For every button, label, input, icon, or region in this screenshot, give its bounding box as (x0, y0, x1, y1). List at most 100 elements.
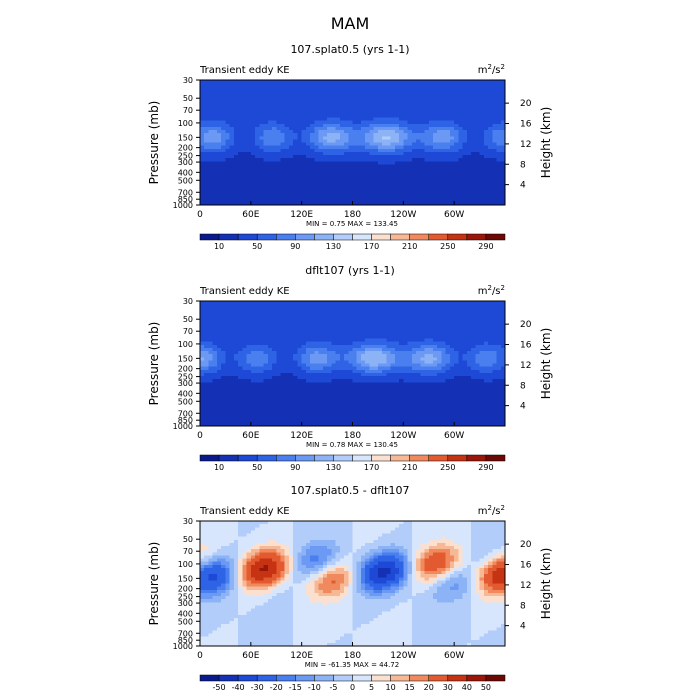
heatmap-cell (310, 95, 315, 100)
heatmap-cell (462, 192, 468, 197)
heatmap-cell (339, 170, 345, 175)
heatmap-cell (365, 313, 370, 318)
heatmap-cell (322, 111, 328, 115)
heatmap-cell (441, 136, 447, 140)
heatmap-cell (432, 195, 438, 200)
heatmap-cell (390, 195, 396, 200)
heatmap-cell (293, 186, 298, 190)
heatmap-cell (297, 310, 303, 314)
colorbar-swatch (295, 233, 315, 241)
heatmap-cell (246, 322, 252, 327)
heatmap-cell (310, 142, 315, 147)
heatmap-cell (242, 123, 247, 128)
heatmap-cell (229, 105, 235, 109)
heatmap-cell (420, 363, 425, 368)
heatmap-cell (297, 92, 303, 97)
heatmap-cell (293, 133, 298, 137)
heatmap-cell (212, 92, 218, 97)
heatmap-cell (272, 351, 277, 355)
heatmap-cell (382, 114, 387, 118)
heatmap-cell (437, 198, 442, 203)
heatmap-cell (437, 372, 442, 377)
heatmap-cell (284, 347, 290, 352)
heatmap-cell (352, 360, 358, 364)
heatmap-cell (432, 183, 438, 187)
heatmap-cell (365, 98, 370, 103)
heatmap-cell (441, 105, 447, 109)
heatmap-cell (216, 310, 222, 314)
heatmap-cell (216, 170, 222, 175)
heatmap-cell (233, 151, 239, 156)
heatmap-cell (212, 167, 218, 172)
heatmap-cell (394, 158, 400, 162)
heatmap-cell (344, 301, 349, 305)
heatmap-cell (246, 341, 252, 346)
heatmap-cell (280, 382, 286, 386)
heatmap-cell (437, 201, 442, 206)
heatmap-cell (344, 148, 349, 153)
heatmap-cell (293, 117, 298, 122)
heatmap-cell (394, 326, 400, 330)
heatmap-cell (263, 108, 269, 112)
heatmap-cell (335, 155, 341, 159)
heatmap-cell (225, 133, 231, 137)
heatmap-cell (204, 338, 209, 343)
heatmap-cell (420, 304, 425, 308)
heatmap-cell (382, 183, 387, 187)
heatmap-cell (229, 120, 235, 125)
heatmap-cell (280, 192, 286, 197)
heatmap-cell (284, 117, 290, 122)
heatmap-cell (496, 148, 502, 153)
heatmap-cell (208, 136, 214, 140)
heatmap-cell (344, 164, 349, 168)
heatmap-cell (255, 167, 260, 172)
heatmap-cell (229, 114, 235, 118)
heatmap-cell (449, 148, 455, 153)
heatmap-cell (293, 366, 298, 371)
heatmap-cell (216, 201, 222, 206)
heatmap-cell (293, 344, 298, 349)
heatmap-cell (441, 139, 447, 143)
heatmap-cell (356, 98, 362, 103)
heatmap-cell (348, 158, 353, 162)
heatmap-cell (445, 326, 451, 330)
heatmap-cell (344, 304, 349, 308)
heatmap-cell (424, 126, 430, 131)
heatmap-cell (208, 95, 214, 100)
heatmap-cell (284, 123, 290, 128)
heatmap-cell (331, 161, 336, 165)
heatmap-cell (390, 83, 396, 87)
heatmap-cell (428, 310, 434, 314)
heatmap-cell (331, 307, 336, 311)
heatmap-cell (263, 136, 269, 140)
heatmap-cell (496, 357, 502, 361)
panel-title: dflt107 (yrs 1-1) (305, 264, 395, 277)
heatmap-cell (500, 357, 506, 361)
heatmap-cell (225, 83, 231, 87)
heatmap-cell (454, 130, 459, 134)
heatmap-cell (382, 123, 387, 128)
heatmap-cell (259, 347, 264, 352)
heatmap-cell (428, 117, 434, 122)
heatmap-cell (411, 126, 417, 131)
heatmap-cell (466, 176, 472, 181)
heatmap-cell (496, 301, 502, 305)
heatmap-cell (318, 307, 324, 311)
heatmap-cell (221, 189, 226, 193)
heatmap-cell (322, 382, 328, 386)
heatmap-cell (348, 101, 353, 106)
heatmap-cell (352, 83, 358, 87)
heatmap-cell (432, 385, 438, 389)
heatmap-cell (250, 80, 256, 84)
heatmap-cell (360, 195, 366, 200)
heatmap-cell (492, 108, 497, 112)
heatmap-cell (259, 176, 264, 181)
heatmap-cell (377, 366, 383, 371)
heatmap-cell (492, 357, 497, 361)
heatmap-cell (356, 326, 362, 330)
heatmap-cell (483, 136, 489, 140)
heatmap-cell (488, 80, 493, 84)
heatmap-cell (475, 360, 480, 364)
heatmap-cell (492, 189, 497, 193)
heatmap-cell (348, 89, 353, 93)
